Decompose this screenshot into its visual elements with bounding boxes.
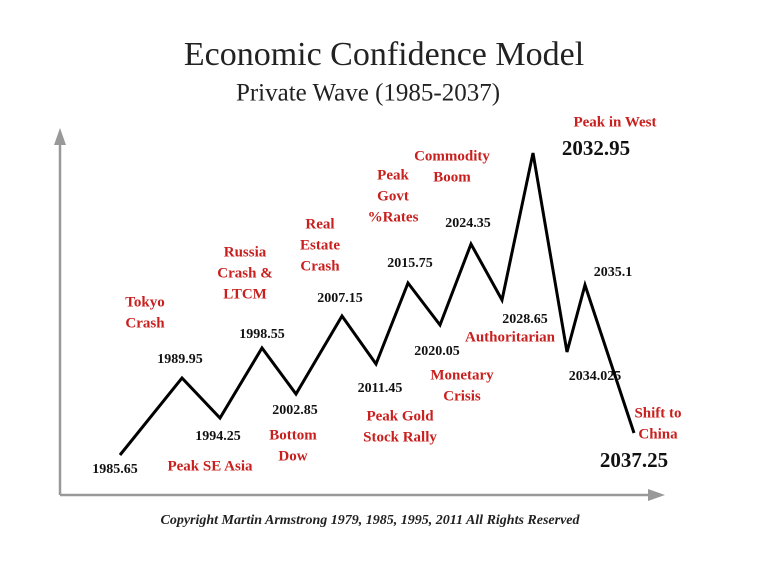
event-label: Peak SE Asia: [167, 458, 253, 474]
event-label: Real: [305, 216, 334, 232]
event-label: LTCM: [223, 286, 267, 302]
event-label: Estate: [300, 237, 340, 253]
event-label: Crash: [125, 315, 165, 331]
event-label: Commodity: [414, 148, 490, 164]
event-label: Stock Rally: [363, 429, 437, 445]
event-label: Crisis: [443, 388, 481, 404]
node-label: 1989.95: [157, 352, 203, 367]
event-label: Govt: [377, 188, 409, 204]
node-label: 2035.1: [594, 265, 633, 280]
event-label: Tokyo: [125, 294, 164, 310]
node-label: 2002.85: [272, 403, 318, 418]
event-label: Russia: [224, 244, 267, 260]
event-label: Dow: [278, 448, 307, 464]
axes: [54, 128, 665, 501]
node-label: 1998.55: [239, 327, 285, 342]
event-label: Bottom: [269, 427, 317, 443]
wave-line: [118, 152, 636, 456]
node-label: 1994.25: [195, 429, 241, 444]
arrow-head: [54, 128, 66, 145]
event-label: Shift to: [634, 405, 681, 421]
node-label: 2032.95: [562, 136, 630, 160]
node-label: 2020.05: [414, 344, 460, 359]
node-label: 2034.025: [569, 369, 622, 384]
event-label: Peak Gold: [366, 408, 434, 424]
arrow-head: [648, 489, 665, 501]
node-label: 1985.65: [92, 462, 138, 477]
title: Economic Confidence Model: [184, 36, 584, 73]
event-label: China: [638, 426, 678, 442]
event-label: Crash: [300, 258, 340, 274]
node-label: 2011.45: [358, 381, 403, 396]
event-label: %Rates: [368, 209, 419, 225]
subtitle: Private Wave (1985-2037): [236, 80, 500, 107]
event-label: Crash &: [217, 265, 272, 281]
event-label: Boom: [433, 169, 471, 185]
node-label: 2007.15: [317, 291, 363, 306]
event-label: Peak in West: [573, 114, 656, 130]
event-label: Peak: [377, 167, 409, 183]
event-label: Authoritarian: [465, 329, 556, 345]
node-label: 2024.35: [445, 216, 491, 231]
node-label: 2028.65: [502, 312, 548, 327]
node-label: 2015.75: [387, 256, 433, 271]
node-label: 2037.25: [600, 448, 668, 472]
copyright: Copyright Martin Armstrong 1979, 1985, 1…: [160, 513, 580, 528]
event-label: Monetary: [430, 367, 494, 383]
